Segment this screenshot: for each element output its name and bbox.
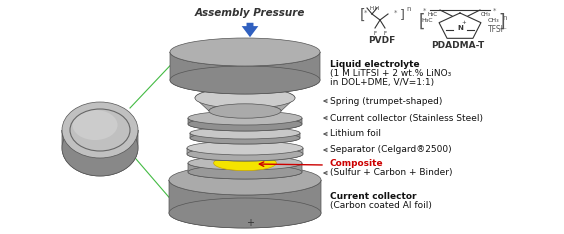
Text: H₃C: H₃C [428, 11, 438, 17]
FancyArrowPatch shape [241, 23, 258, 37]
Ellipse shape [190, 132, 300, 144]
Text: Liquid electrolyte: Liquid electrolyte [330, 60, 420, 69]
Text: TFSI⁻: TFSI⁻ [488, 25, 508, 33]
Text: n: n [406, 6, 411, 12]
Text: F: F [384, 31, 386, 36]
Ellipse shape [188, 165, 302, 179]
Polygon shape [195, 88, 295, 111]
Text: CH₃: CH₃ [488, 18, 500, 23]
Text: [: [ [360, 8, 365, 22]
Ellipse shape [195, 88, 295, 108]
Text: Assembly Pressure: Assembly Pressure [195, 8, 305, 18]
Polygon shape [187, 148, 303, 161]
Text: n: n [502, 15, 506, 21]
Polygon shape [188, 118, 302, 131]
Ellipse shape [73, 110, 117, 140]
Ellipse shape [169, 165, 321, 195]
Text: Lithium foil: Lithium foil [330, 129, 381, 139]
Ellipse shape [188, 117, 302, 131]
Ellipse shape [62, 102, 138, 158]
Text: H₃C: H₃C [421, 18, 433, 23]
Text: *: * [422, 8, 426, 14]
Text: (Sulfur + Carbon + Binder): (Sulfur + Carbon + Binder) [330, 168, 452, 178]
Ellipse shape [169, 198, 321, 228]
Ellipse shape [209, 104, 281, 118]
Text: PVDF: PVDF [368, 36, 395, 45]
Ellipse shape [170, 66, 320, 94]
Text: ]: ] [400, 8, 405, 21]
Text: +: + [461, 21, 466, 26]
Ellipse shape [187, 141, 303, 155]
Polygon shape [170, 52, 320, 94]
Text: CH₃: CH₃ [481, 11, 491, 17]
Text: Composite: Composite [330, 160, 384, 168]
Ellipse shape [190, 127, 300, 139]
Text: Current collector (Stainless Steel): Current collector (Stainless Steel) [330, 113, 483, 123]
Text: Separator (Celgard®2500): Separator (Celgard®2500) [330, 146, 452, 154]
Ellipse shape [187, 147, 303, 161]
Text: [: [ [418, 13, 425, 31]
Text: *: * [394, 10, 398, 16]
Text: ]: ] [498, 13, 505, 31]
Text: Current collector: Current collector [330, 192, 416, 201]
Text: H: H [375, 6, 379, 11]
Ellipse shape [62, 120, 138, 176]
Text: F: F [373, 31, 377, 36]
Polygon shape [169, 180, 321, 228]
Text: Spring (trumpet-shaped): Spring (trumpet-shaped) [330, 96, 442, 106]
Text: +: + [246, 218, 254, 228]
Text: PDADMA-T: PDADMA-T [431, 41, 484, 50]
Text: N: N [457, 25, 463, 31]
Polygon shape [62, 130, 138, 176]
Ellipse shape [170, 38, 320, 66]
Text: (1 M LiTFSI + 2 wt.% LiNO₃: (1 M LiTFSI + 2 wt.% LiNO₃ [330, 69, 451, 78]
Text: *: * [493, 8, 496, 14]
Text: *: * [364, 10, 368, 16]
Text: (Carbon coated Al foil): (Carbon coated Al foil) [330, 201, 432, 210]
Ellipse shape [188, 156, 302, 170]
Text: -: - [248, 34, 252, 44]
Polygon shape [188, 163, 302, 179]
Ellipse shape [188, 111, 302, 125]
Ellipse shape [214, 155, 276, 171]
Text: in DOL+DME, V/V=1:1): in DOL+DME, V/V=1:1) [330, 78, 434, 87]
Text: H: H [370, 6, 374, 11]
Polygon shape [190, 133, 300, 144]
